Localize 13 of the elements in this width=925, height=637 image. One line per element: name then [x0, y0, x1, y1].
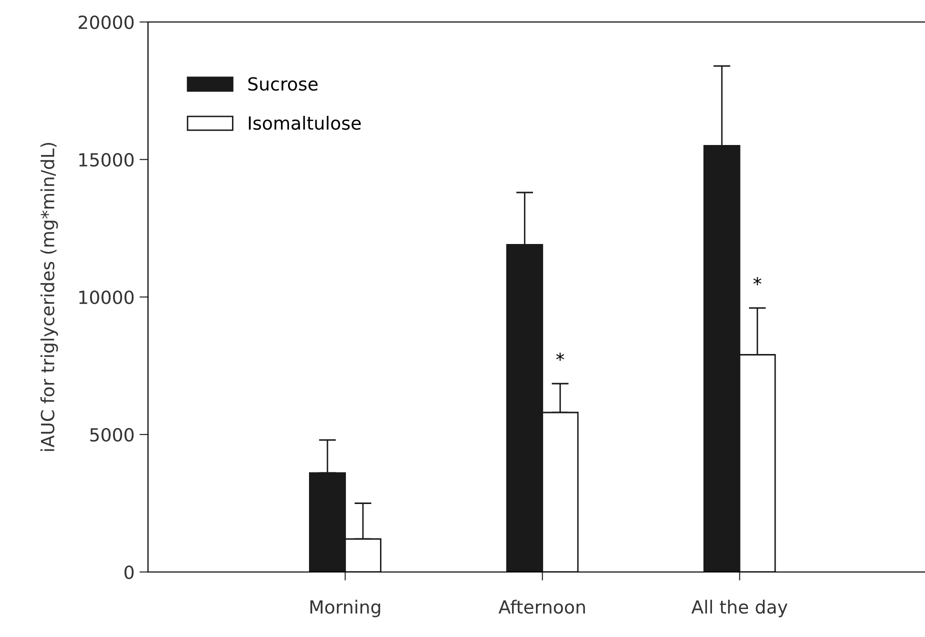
y-tick-label: 10000 [79, 290, 134, 304]
legend-label: Isomaltulose [248, 116, 361, 130]
x-tick-label: Afternoon [498, 600, 585, 614]
y-axis-title: iAUC for triglycerides (mg*min/dL) [40, 142, 58, 451]
y-tick-label: 20000 [78, 15, 134, 30]
x-tick-label: All the day [691, 600, 788, 618]
x-tick-label: Morning [310, 600, 380, 618]
annotation: * [753, 276, 762, 286]
y-tick-label: 15000 [79, 152, 134, 167]
annotation: * [556, 352, 564, 361]
y-tick-label: 5000 [90, 428, 134, 442]
legend-label: Sucrose [248, 77, 318, 91]
y-tick-label: 0 [124, 565, 134, 580]
